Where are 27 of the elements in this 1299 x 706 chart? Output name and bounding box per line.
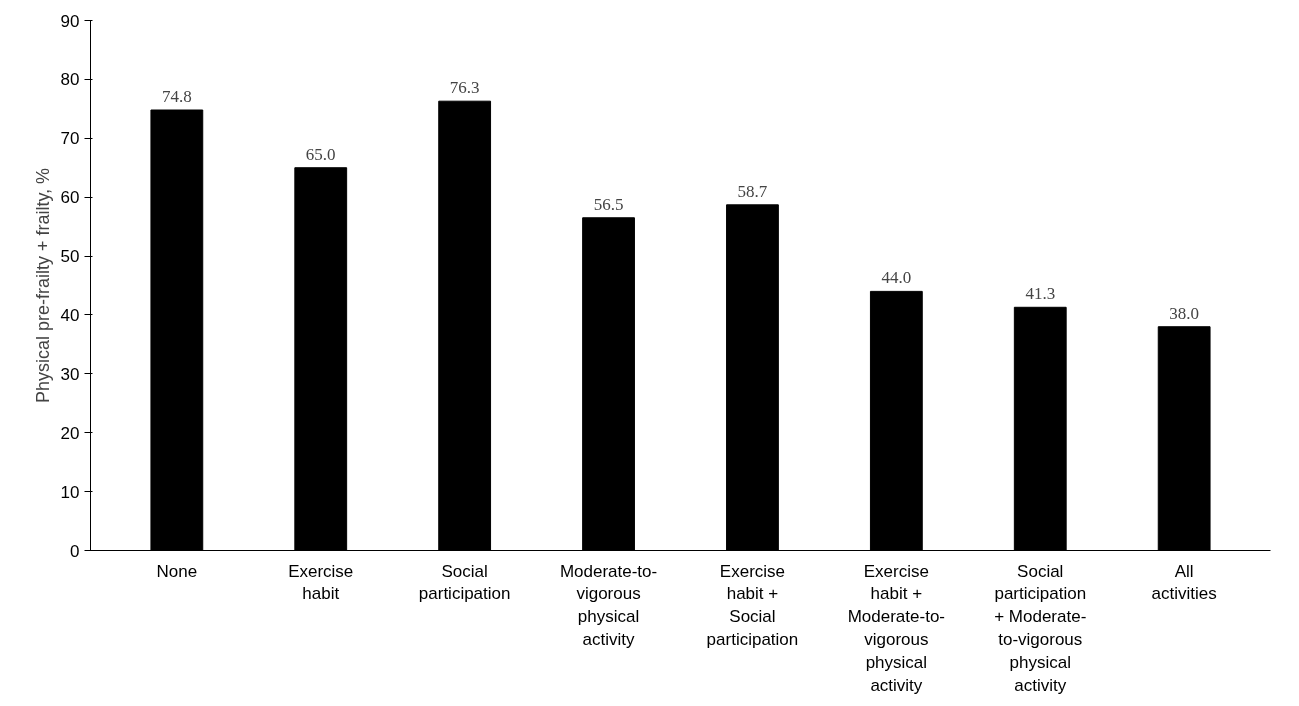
x-tick-label: Social participation + Moderate-to-vigorous physical activity	[994, 561, 1087, 695]
y-tick-label: 0	[70, 541, 80, 561]
y-tick-label: 40	[60, 305, 80, 325]
y-axis-title: Physical pre-frailty + frailty, %	[32, 167, 53, 404]
data-label: 41.3	[1025, 284, 1056, 304]
y-tick-label: 80	[60, 70, 80, 90]
data-label: 74.8	[161, 87, 192, 107]
y-tick-label: 20	[60, 423, 80, 443]
y-tick-label: 60	[60, 188, 80, 208]
data-label: 44.0	[881, 268, 912, 288]
data-label: 76.3	[449, 78, 480, 98]
data-label: 58.7	[737, 181, 768, 201]
x-tick-label: None	[156, 561, 198, 581]
y-tick-label: 70	[60, 129, 80, 149]
x-tick-label: All activities	[1151, 561, 1217, 604]
x-tick-label: Exercise habit + Social participation	[706, 561, 799, 649]
data-label: 56.5	[593, 194, 624, 214]
y-tick-label: 90	[60, 11, 80, 31]
y-tick-label: 30	[60, 364, 80, 384]
data-label: 65.0	[305, 144, 336, 164]
x-tick-label: Social participation	[418, 561, 511, 604]
data-label: 38.0	[1169, 303, 1200, 323]
x-tick-label: Exercise habit	[288, 561, 354, 604]
y-tick-label: 10	[60, 482, 80, 502]
y-tick-label: 50	[60, 247, 80, 267]
x-tick-label: Moderate-to-vigorous physical activity	[559, 561, 658, 649]
x-tick-label: Exercise habit + Moderate-to-vigorous physical activity	[847, 561, 946, 695]
